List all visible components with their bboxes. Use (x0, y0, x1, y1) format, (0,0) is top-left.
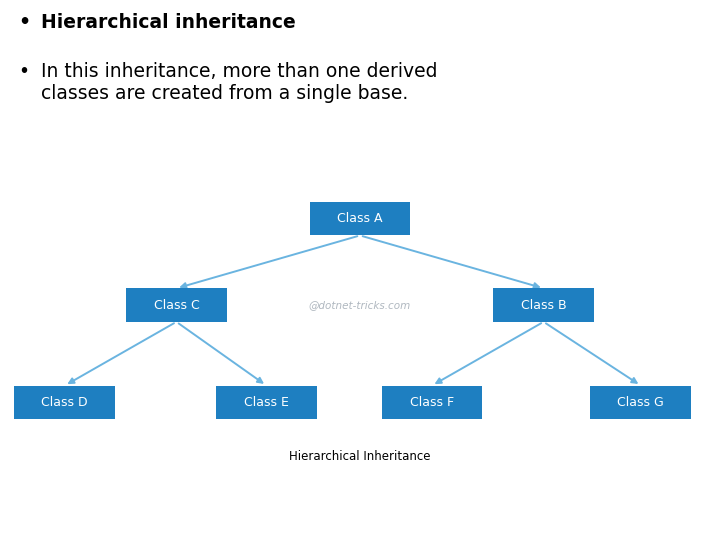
Text: @dotnet-tricks.com: @dotnet-tricks.com (309, 300, 411, 310)
Text: Hierarchical Inheritance: Hierarchical Inheritance (289, 450, 431, 463)
Text: In this inheritance, more than one derived
classes are created from a single bas: In this inheritance, more than one deriv… (41, 62, 438, 103)
Text: Class A: Class A (337, 212, 383, 225)
Text: •: • (18, 14, 30, 32)
FancyBboxPatch shape (216, 386, 317, 419)
FancyBboxPatch shape (493, 288, 594, 322)
FancyBboxPatch shape (382, 386, 482, 419)
Text: Class G: Class G (618, 396, 664, 409)
FancyBboxPatch shape (590, 386, 691, 419)
FancyBboxPatch shape (310, 202, 410, 235)
Text: Hierarchical inheritance: Hierarchical inheritance (41, 14, 296, 32)
FancyBboxPatch shape (14, 386, 115, 419)
Text: Class B: Class B (521, 299, 567, 312)
Text: Class D: Class D (42, 396, 88, 409)
Text: Class E: Class E (244, 396, 289, 409)
FancyBboxPatch shape (126, 288, 227, 322)
Text: •: • (18, 62, 29, 81)
Text: Class C: Class C (153, 299, 199, 312)
Text: Class F: Class F (410, 396, 454, 409)
